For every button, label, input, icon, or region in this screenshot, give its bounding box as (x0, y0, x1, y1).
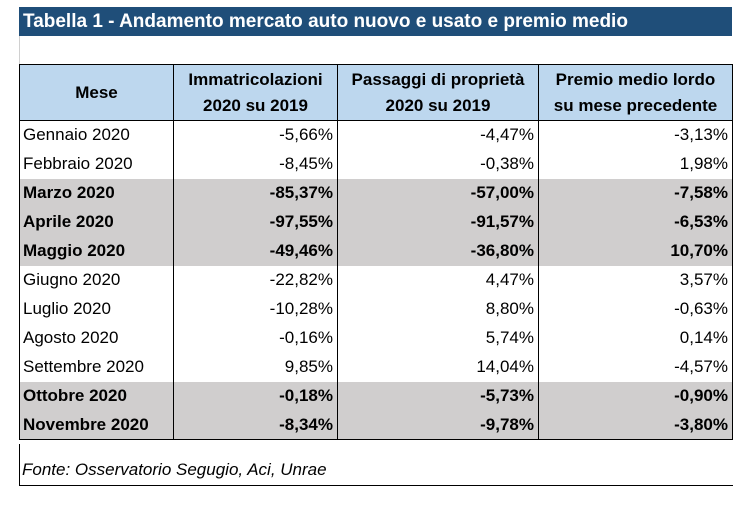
table-row: Febbraio 2020 -8,45% -0,38% 1,98% (19, 149, 733, 179)
cell-month: Marzo 2020 (19, 178, 174, 208)
cell-immatricolazioni: -0,18% (173, 381, 338, 411)
cell-premio: -3,13% (538, 120, 733, 150)
table-row: Luglio 2020 -10,28% 8,80% -0,63% (19, 294, 733, 324)
cell-month: Ottobre 2020 (19, 381, 174, 411)
cell-passaggi: -91,57% (337, 207, 539, 237)
cell-passaggi: -5,73% (337, 381, 539, 411)
table-row: Ottobre 2020 -0,18% -5,73% -0,90% (19, 381, 733, 411)
header-row: Mese Immatricolazioni 2020 su 2019 Passag… (19, 64, 733, 121)
cell-passaggi: -9,78% (337, 410, 539, 440)
header-immatricolazioni: Immatricolazioni 2020 su 2019 (173, 64, 338, 121)
cell-passaggi: -4,47% (337, 120, 539, 150)
cell-passaggi: -0,38% (337, 149, 539, 179)
table-row: Giugno 2020 -22,82% 4,47% 3,57% (19, 265, 733, 295)
cell-month: Maggio 2020 (19, 236, 174, 266)
cell-premio: -0,90% (538, 381, 733, 411)
cell-immatricolazioni: -8,45% (173, 149, 338, 179)
source-left-border (19, 444, 20, 486)
cell-immatricolazioni: -5,66% (173, 120, 338, 150)
source-note: Fonte: Osservatorio Segugio, Aci, Unrae (19, 453, 733, 486)
cell-passaggi: -57,00% (337, 178, 539, 208)
cell-month: Settembre 2020 (19, 352, 174, 382)
cell-month: Agosto 2020 (19, 323, 174, 353)
cell-premio: -7,58% (538, 178, 733, 208)
cell-month: Luglio 2020 (19, 294, 174, 324)
cell-immatricolazioni: -0,16% (173, 323, 338, 353)
cell-premio: 0,14% (538, 323, 733, 353)
table-row: Agosto 2020 -0,16% 5,74% 0,14% (19, 323, 733, 353)
header-passaggi: Passaggi di proprietà 2020 su 2019 (337, 64, 539, 121)
cell-premio: -6,53% (538, 207, 733, 237)
table-row: Aprile 2020 -97,55% -91,57% -6,53% (19, 207, 733, 237)
cell-passaggi: 8,80% (337, 294, 539, 324)
cell-immatricolazioni: -97,55% (173, 207, 338, 237)
cell-premio: 1,98% (538, 149, 733, 179)
cell-immatricolazioni: 9,85% (173, 352, 338, 382)
cell-passaggi: -36,80% (337, 236, 539, 266)
cell-month: Giugno 2020 (19, 265, 174, 295)
cell-premio: 3,57% (538, 265, 733, 295)
table-title: Tabella 1 - Andamento mercato auto nuovo… (19, 7, 732, 36)
cell-immatricolazioni: -10,28% (173, 294, 338, 324)
table-row: Novembre 2020 -8,34% -9,78% -3,80% (19, 410, 733, 440)
cell-premio: 10,70% (538, 236, 733, 266)
table-row: Maggio 2020 -49,46% -36,80% 10,70% (19, 236, 733, 266)
header-premio: Premio medio lordo su mese precedente (538, 64, 733, 121)
market-table: Mese Immatricolazioni 2020 su 2019 Passag… (19, 64, 733, 440)
table-row: Gennaio 2020 -5,66% -4,47% -3,13% (19, 120, 733, 150)
cell-month: Febbraio 2020 (19, 149, 174, 179)
cell-passaggi: 4,47% (337, 265, 539, 295)
cell-passaggi: 5,74% (337, 323, 539, 353)
cell-month: Gennaio 2020 (19, 120, 174, 150)
header-mese: Mese (19, 64, 174, 121)
cell-premio: -3,80% (538, 410, 733, 440)
cell-immatricolazioni: -49,46% (173, 236, 338, 266)
cell-premio: -0,63% (538, 294, 733, 324)
left-divider (19, 36, 20, 64)
cell-premio: -4,57% (538, 352, 733, 382)
cell-passaggi: 14,04% (337, 352, 539, 382)
cell-immatricolazioni: -8,34% (173, 410, 338, 440)
cell-month: Aprile 2020 (19, 207, 174, 237)
cell-immatricolazioni: -85,37% (173, 178, 338, 208)
table-row: Settembre 2020 9,85% 14,04% -4,57% (19, 352, 733, 382)
cell-immatricolazioni: -22,82% (173, 265, 338, 295)
table-row: Marzo 2020 -85,37% -57,00% -7,58% (19, 178, 733, 208)
cell-month: Novembre 2020 (19, 410, 174, 440)
